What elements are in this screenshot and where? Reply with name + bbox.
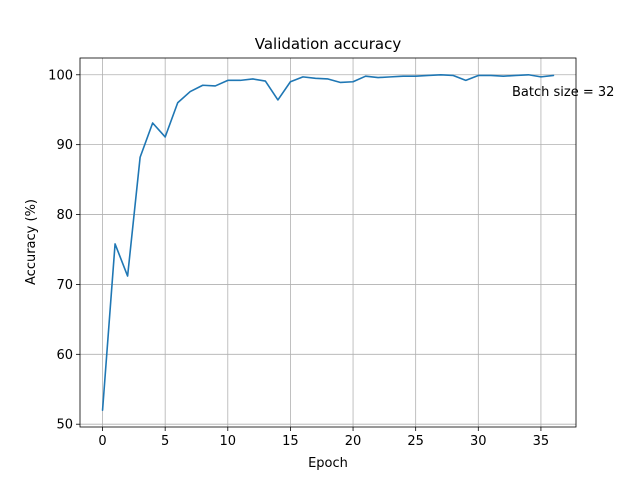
y-tick-label: 70	[56, 278, 73, 293]
accuracy-series-line	[101, 73, 555, 412]
y-tick-label: 90	[56, 138, 73, 153]
y-tick-label: 80	[56, 208, 73, 223]
x-tick-label: 20	[345, 434, 362, 449]
y-axis-label: Accuracy (%)	[24, 199, 39, 285]
plot-frame	[79, 57, 577, 428]
x-tick-label: 10	[220, 434, 237, 449]
y-tick-label: 50	[56, 418, 73, 433]
x-tick-label: 5	[161, 434, 169, 449]
x-tick-label: 25	[407, 434, 424, 449]
x-tick-label: 15	[282, 434, 299, 449]
x-axis: 0 5 10 15 20 25 30 35	[98, 427, 549, 449]
x-tick-label: 35	[533, 434, 550, 449]
chart-title: Validation accuracy	[255, 35, 402, 53]
series-group	[101, 73, 555, 412]
x-tick-label: 30	[470, 434, 487, 449]
x-tick-label: 0	[98, 434, 106, 449]
y-tick-label: 100	[48, 68, 73, 83]
y-axis: 50 60 70 80 90 100	[48, 68, 80, 433]
grid	[80, 58, 576, 427]
batch-size-annotation: Batch size = 32	[512, 85, 614, 100]
y-tick-label: 60	[56, 348, 73, 363]
x-axis-label: Epoch	[308, 456, 348, 471]
